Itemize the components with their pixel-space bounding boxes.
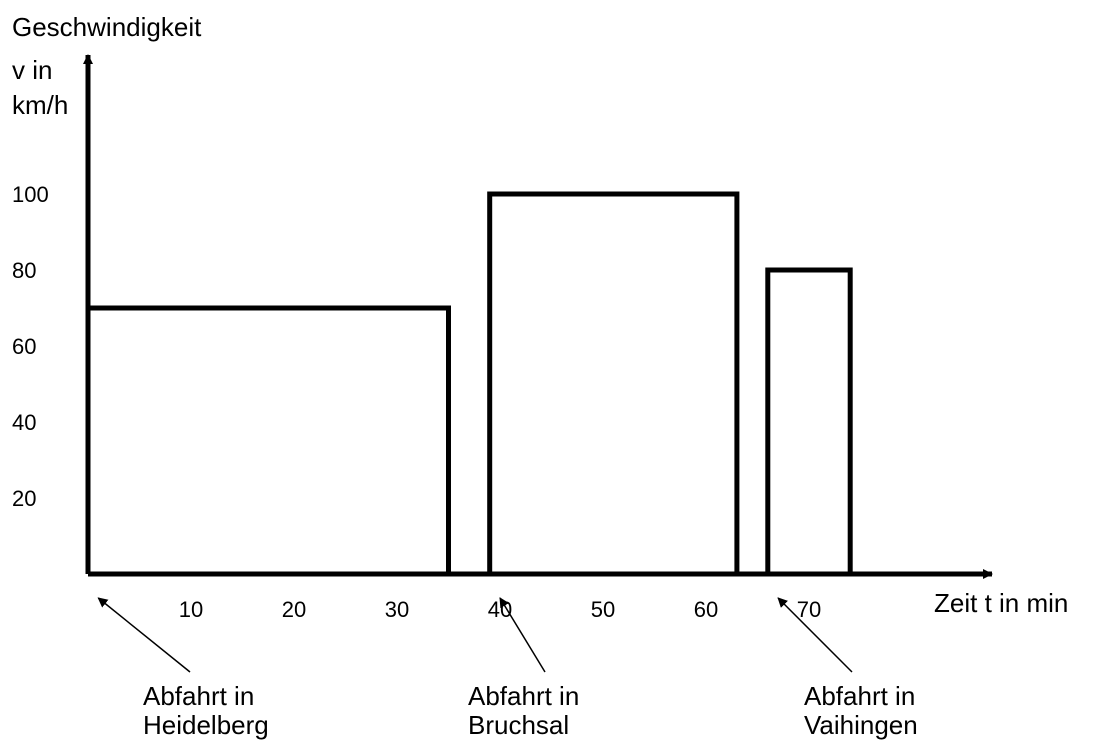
annotation-bruchsal: Abfahrt in Bruchsal [468, 681, 580, 741]
x-tick-label-50: 50 [591, 597, 615, 622]
speed-segments [85, 191, 853, 574]
annotation-heidelberg-line2: Heidelberg [143, 710, 269, 741]
y-tick-label-60: 60 [12, 334, 36, 359]
annotation-arrow-3 [777, 597, 853, 673]
y-axis-label-line-1: Geschwindigkeit [12, 12, 202, 42]
y-tick-label-40: 40 [12, 410, 36, 435]
x-tick-labels: 10 20 30 40 50 60 70 [179, 597, 821, 622]
x-tick-label-40: 40 [488, 597, 512, 622]
annotation-bruchsal-line2: Bruchsal [468, 710, 570, 741]
speed-segment-1 [85, 305, 451, 574]
y-tick-labels: 20 40 60 80 100 [12, 182, 49, 511]
annotation-vaihingen-line2: Vaihingen [804, 710, 918, 741]
annotation-vaihingen-line1: Abfahrt in [804, 681, 916, 711]
annotation-bruchsal-line1: Abfahrt in [468, 681, 580, 711]
x-tick-label-70: 70 [797, 597, 821, 622]
y-tick-label-80: 80 [12, 258, 36, 283]
y-tick-label-20: 20 [12, 486, 36, 511]
annotation-heidelberg: Abfahrt in Heidelberg [143, 681, 269, 741]
annotation-heidelberg-line1: Abfahrt in [143, 681, 255, 711]
x-tick-label-20: 20 [282, 597, 306, 622]
speed-segment-3 [765, 267, 853, 574]
y-axis-label-line-2: v in [12, 55, 53, 85]
annotation-vaihingen: Abfahrt in Vaihingen [804, 681, 918, 741]
annotation-arrows [97, 597, 853, 673]
speed-segment-2 [487, 191, 740, 574]
y-axis-label-line-3: km/h [12, 90, 69, 120]
x-tick-label-60: 60 [694, 597, 718, 622]
x-tick-label-10: 10 [179, 597, 203, 622]
annotation-arrow-1 [97, 597, 191, 673]
x-tick-label-30: 30 [385, 597, 409, 622]
annotation-arrow-2 [499, 597, 546, 673]
y-tick-label-100: 100 [12, 182, 49, 207]
axes [83, 54, 993, 579]
x-axis-label: Zeit t in min [934, 588, 1069, 618]
